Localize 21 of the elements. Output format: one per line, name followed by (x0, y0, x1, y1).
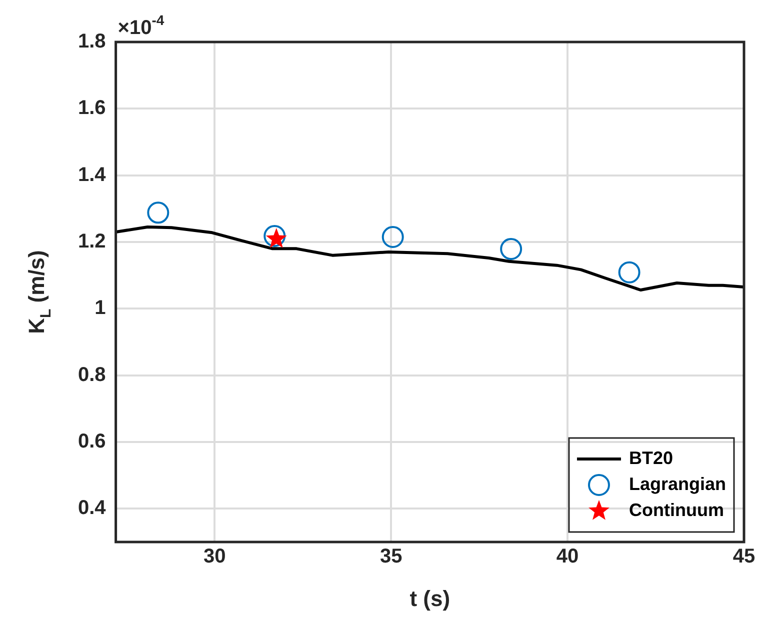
y-tick-label: 1.6 (78, 97, 106, 120)
point (147, 202, 170, 224)
y-tick-label: 0.6 (78, 430, 106, 453)
x-tick-label: 35 (380, 546, 402, 568)
y-tick-label: 1 (94, 297, 106, 320)
legend-label: BT20 (628, 448, 673, 468)
legend-label: Lagrangian (628, 474, 726, 494)
legend-label: Continuum (628, 500, 724, 520)
x-axis-title: t (s) (410, 586, 450, 611)
x-tick-label: 40 (556, 546, 579, 568)
point (618, 261, 640, 284)
y-tick-label: 1.4 (78, 164, 107, 186)
point (382, 226, 404, 248)
y-tick-label: 1.8 (78, 30, 106, 53)
y-tick-label: 0.8 (78, 364, 106, 386)
x-tick-label: 45 (732, 546, 756, 568)
x-tick-label: 30 (203, 546, 226, 568)
y-tick-label: 0.4 (78, 497, 107, 520)
y-axis-title: KL (m/s) (24, 250, 55, 334)
y-tick-label: 1.2 (78, 230, 106, 253)
point (500, 238, 522, 260)
